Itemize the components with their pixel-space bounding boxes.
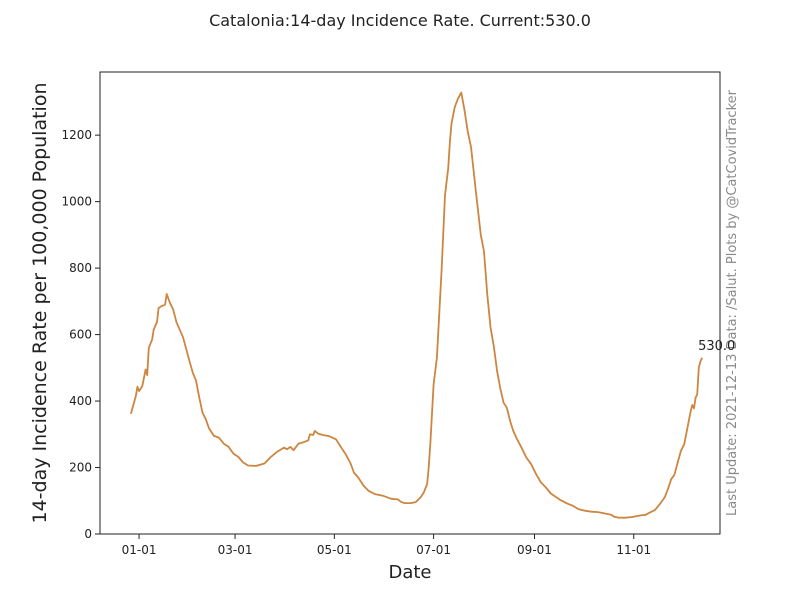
y-axis-ticks: 0 200 400 600 800 1000 1200 [61, 128, 100, 541]
current-value-label: 530.0 [698, 339, 735, 354]
x-tick-label: 05-01 [317, 543, 352, 557]
y-tick-label: 0 [84, 527, 92, 541]
x-tick-label: 01-01 [122, 543, 157, 557]
y-tick-label: 800 [69, 261, 92, 275]
y-tick-label: 1200 [61, 128, 92, 142]
incidence-rate-line [130, 91, 703, 519]
x-tick-label: 07-01 [416, 543, 451, 557]
last-update-note: Last Update: 2021-12-13 Data: /Salut. Pl… [725, 89, 740, 516]
x-tick-label: 03-01 [218, 543, 253, 557]
y-tick-label: 1000 [61, 195, 92, 209]
x-tick-label: 11-01 [616, 543, 651, 557]
y-tick-label: 400 [69, 394, 92, 408]
y-axis-label: 14-day Incidence Rate per 100,000 Popula… [29, 83, 51, 524]
y-tick-label: 600 [69, 328, 92, 342]
x-axis-label: Date [388, 562, 431, 583]
y-tick-label: 200 [69, 461, 92, 475]
chart-title: Catalonia:14-day Incidence Rate. Current… [209, 11, 591, 30]
x-axis-ticks: 01-01 03-01 05-01 07-01 09-01 11-01 [122, 534, 651, 557]
x-tick-label: 09-01 [517, 543, 552, 557]
plot-area-frame [99, 71, 721, 535]
